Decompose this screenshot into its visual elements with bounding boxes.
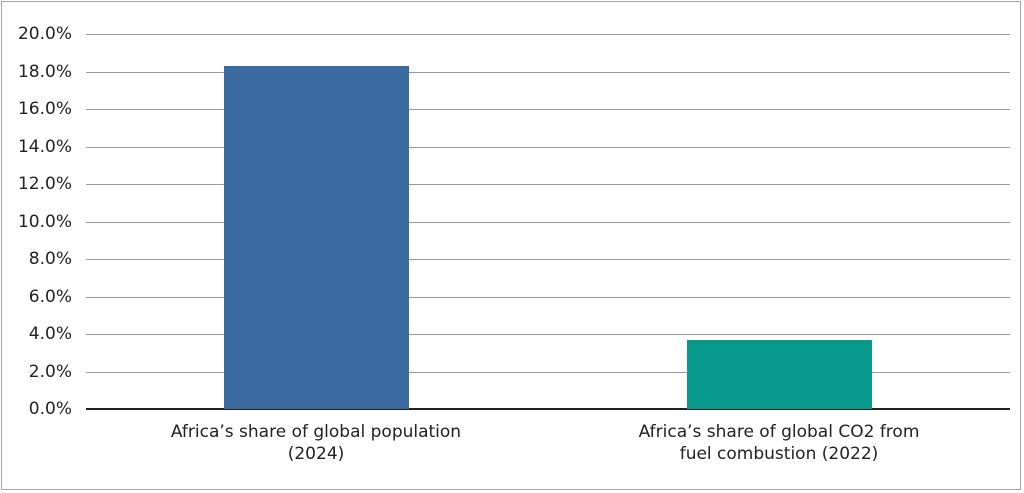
x-category-label: Africa’s share of global population (2024… bbox=[170, 422, 462, 464]
y-tick-label: 6.0% bbox=[28, 287, 72, 307]
gridline bbox=[86, 222, 1010, 223]
y-tick-label: 12.0% bbox=[17, 174, 72, 194]
gridline bbox=[86, 147, 1010, 148]
gridline bbox=[86, 334, 1010, 335]
bar bbox=[223, 65, 409, 409]
y-tick-label: 20.0% bbox=[17, 24, 72, 44]
y-tick-label: 4.0% bbox=[28, 324, 72, 344]
gridline bbox=[86, 109, 1010, 110]
y-tick-label: 8.0% bbox=[28, 249, 72, 269]
y-tick-label: 16.0% bbox=[17, 99, 72, 119]
y-tick-label: 2.0% bbox=[28, 362, 72, 382]
gridline bbox=[86, 72, 1010, 73]
gridline bbox=[86, 297, 1010, 298]
gridline bbox=[86, 372, 1010, 373]
y-tick-label: 0.0% bbox=[28, 399, 72, 419]
y-tick-label: 10.0% bbox=[17, 212, 72, 232]
y-tick-label: 18.0% bbox=[17, 62, 72, 82]
x-axis-line bbox=[86, 408, 1010, 410]
gridline bbox=[86, 184, 1010, 185]
x-category-label: Africa’s share of global CO2 from fuel co… bbox=[638, 422, 920, 464]
y-tick-label: 14.0% bbox=[17, 137, 72, 157]
gridline bbox=[86, 34, 1010, 35]
gridline bbox=[86, 259, 1010, 260]
bar bbox=[686, 339, 872, 409]
